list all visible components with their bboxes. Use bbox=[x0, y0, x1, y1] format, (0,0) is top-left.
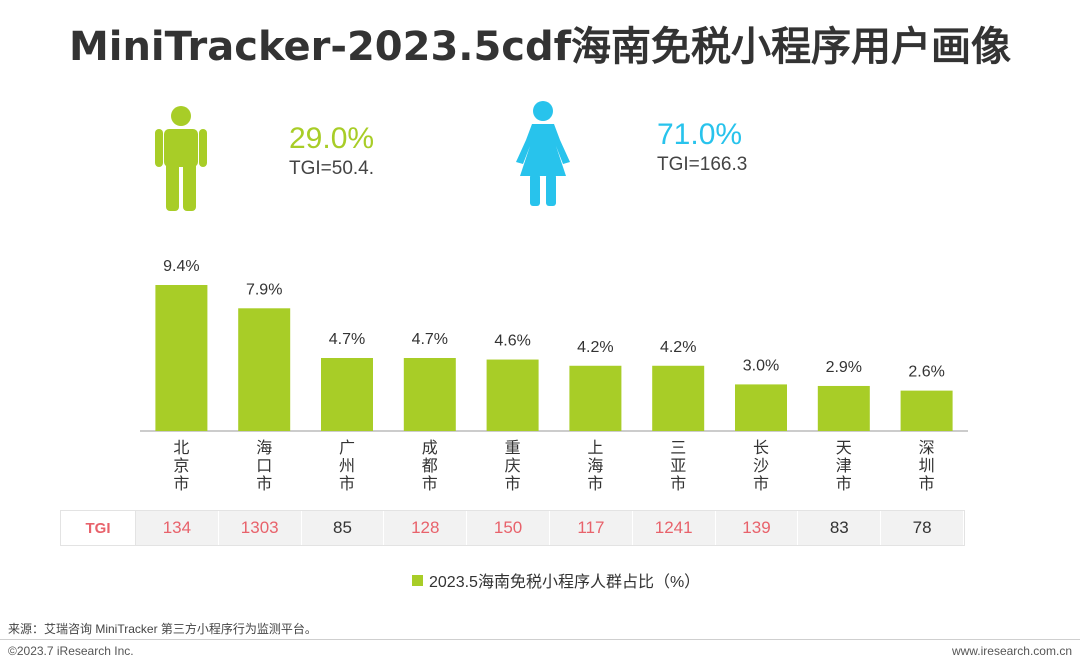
tgi-cell-3: 128 bbox=[384, 511, 468, 545]
data-label-3: 4.7% bbox=[412, 331, 448, 348]
male-icon bbox=[155, 106, 207, 211]
category-label-0: 北京市 bbox=[173, 438, 189, 493]
tgi-cell-8: 83 bbox=[798, 511, 882, 545]
category-label-9: 深圳市 bbox=[919, 438, 935, 493]
category-label-3: 成都市 bbox=[422, 438, 438, 493]
bar-1 bbox=[238, 308, 291, 431]
tgi-cell-1: 1303 bbox=[219, 511, 302, 545]
category-label-6: 三亚市 bbox=[670, 438, 686, 493]
female-percentage: 71.0% bbox=[657, 118, 743, 151]
legend-swatch bbox=[412, 574, 423, 586]
bar-4 bbox=[486, 359, 539, 431]
bar-2 bbox=[321, 358, 373, 431]
source-note: 来源：艾瑞咨询 MiniTracker 第三方小程序行为监测平台。 bbox=[8, 622, 317, 636]
data-label-5: 4.2% bbox=[577, 339, 613, 356]
bar-3 bbox=[403, 358, 456, 431]
category-label-8: 天津市 bbox=[836, 438, 852, 493]
category-label-1: 海口市 bbox=[256, 438, 272, 493]
bar-7 bbox=[735, 384, 787, 431]
tgi-cell-5: 117 bbox=[550, 511, 633, 545]
legend-label: 2023.5海南免税小程序人群占比（%） bbox=[429, 574, 701, 591]
female-icon bbox=[516, 101, 570, 206]
male-tgi: TGI=50.4. bbox=[289, 158, 375, 179]
tgi-cell-6: 1241 bbox=[633, 511, 716, 545]
chart-legend: 2023.5海南免税小程序人群占比（%） bbox=[412, 568, 700, 592]
male-percentage: 29.0% bbox=[289, 122, 375, 155]
tgi-cell-2: 85 bbox=[302, 511, 385, 545]
data-label-7: 3.0% bbox=[743, 357, 779, 374]
category-label-2: 广州市 bbox=[339, 438, 355, 493]
website: www.iresearch.com.cn bbox=[951, 644, 1072, 658]
category-label-4: 重庆市 bbox=[505, 438, 521, 493]
bar-0 bbox=[155, 285, 208, 431]
data-label-4: 4.6% bbox=[494, 333, 530, 350]
data-label-6: 4.2% bbox=[660, 339, 696, 356]
page-title: MiniTracker-2023.5cdf海南免税小程序用户画像 bbox=[68, 24, 1012, 70]
tgi-table: TGI 134 1303 85 128 150 117 1241 139 83 78 bbox=[60, 510, 965, 546]
tgi-cell-9: 78 bbox=[881, 511, 964, 545]
copyright: ©2023.7 iResearch Inc. bbox=[8, 644, 134, 658]
bar-chart: 9.4% 北京市 7.9% 海口市 4.7% 广州市 4.7% 成都市 4.6% 重庆市 4.2% 上… bbox=[140, 258, 968, 493]
tgi-cell-7: 139 bbox=[716, 511, 799, 545]
data-label-8: 2.9% bbox=[826, 359, 862, 376]
tgi-header: TGI bbox=[61, 511, 136, 545]
footer-divider bbox=[0, 639, 1080, 640]
category-label-7: 长沙市 bbox=[753, 438, 769, 493]
category-label-5: 上海市 bbox=[587, 438, 603, 493]
data-label-9: 2.6% bbox=[908, 364, 944, 381]
data-label-0: 9.4% bbox=[163, 258, 199, 275]
tgi-cell-4: 150 bbox=[467, 511, 550, 545]
bar-8 bbox=[817, 385, 870, 431]
data-label-2: 4.7% bbox=[329, 331, 365, 348]
bar-9 bbox=[900, 390, 953, 431]
data-label-1: 7.9% bbox=[246, 281, 282, 298]
bar-5 bbox=[569, 365, 622, 431]
bar-6 bbox=[652, 365, 705, 431]
tgi-cell-0: 134 bbox=[136, 511, 219, 545]
female-tgi: TGI=166.3 bbox=[657, 154, 748, 175]
